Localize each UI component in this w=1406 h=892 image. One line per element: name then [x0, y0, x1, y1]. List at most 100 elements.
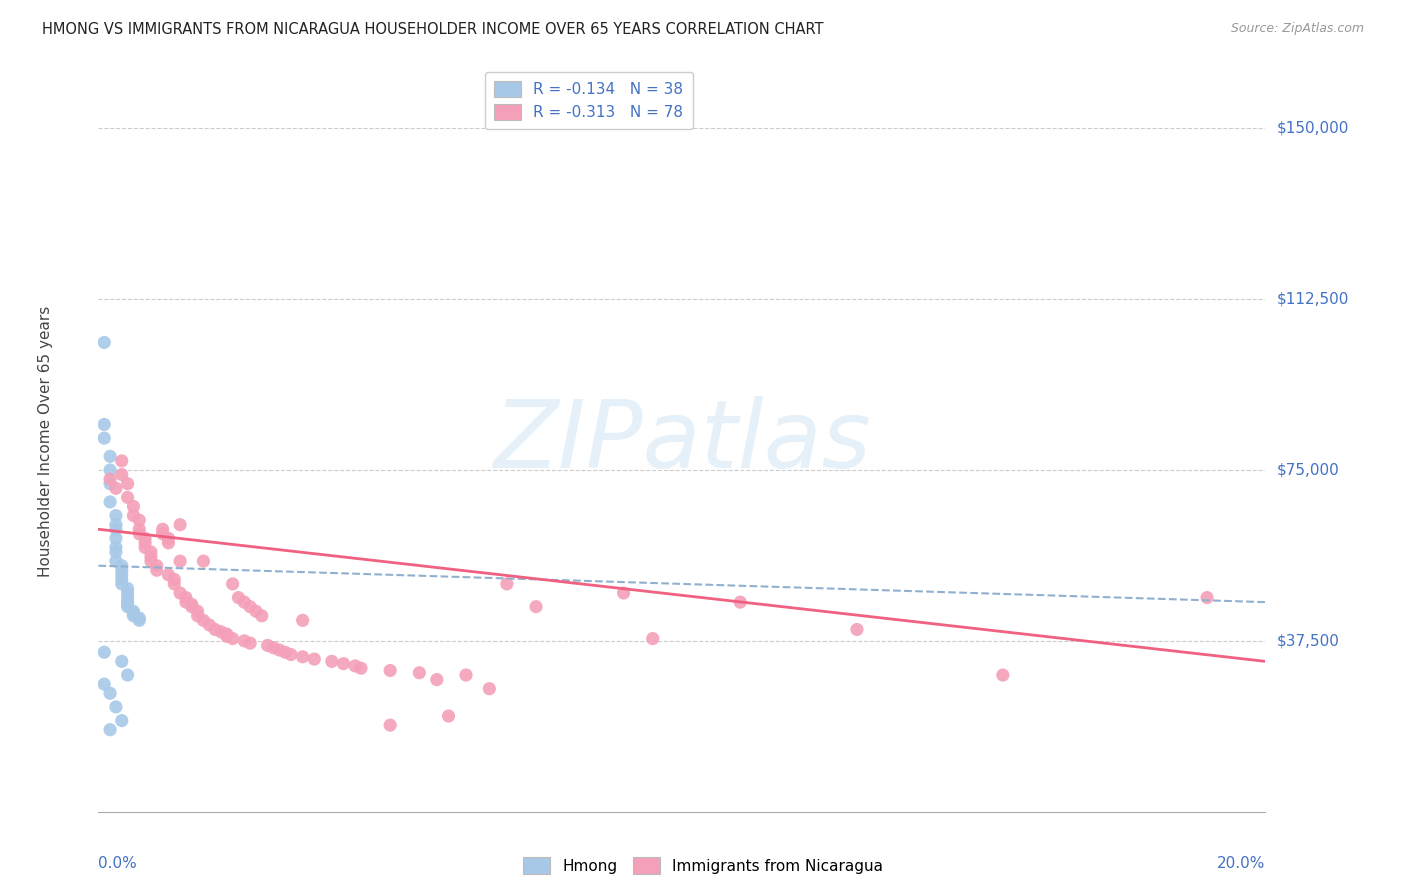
Point	[117, 582, 139, 596]
Point	[122, 607, 145, 621]
Point	[122, 608, 145, 623]
Point	[98, 686, 121, 700]
Point	[104, 522, 127, 536]
Point	[111, 563, 134, 577]
Point	[380, 664, 402, 678]
Point	[250, 608, 273, 623]
Point	[128, 513, 150, 527]
Point	[612, 586, 634, 600]
Point	[117, 598, 139, 612]
Point	[180, 599, 202, 614]
Point	[304, 652, 326, 666]
Legend: R = -0.134   N = 38, R = -0.313   N = 78: R = -0.134 N = 38, R = -0.313 N = 78	[485, 71, 693, 129]
Point	[321, 654, 343, 668]
Point	[152, 522, 174, 536]
Legend: Hmong, Immigrants from Nicaragua: Hmong, Immigrants from Nicaragua	[516, 851, 890, 880]
Point	[233, 595, 256, 609]
Text: 20.0%: 20.0%	[1218, 856, 1265, 871]
Point	[332, 657, 354, 671]
Point	[437, 709, 460, 723]
Text: 0.0%: 0.0%	[98, 856, 138, 871]
Point	[157, 532, 180, 546]
Point	[111, 654, 134, 668]
Text: $75,000: $75,000	[1277, 463, 1340, 477]
Point	[93, 431, 115, 445]
Point	[262, 640, 284, 655]
Point	[128, 611, 150, 625]
Point	[139, 545, 162, 559]
Point	[139, 549, 162, 564]
Point	[408, 665, 430, 680]
Point	[239, 599, 262, 614]
Point	[134, 536, 156, 550]
Point	[157, 536, 180, 550]
Point	[187, 608, 209, 623]
Point	[117, 668, 139, 682]
Point	[117, 586, 139, 600]
Point	[380, 718, 402, 732]
Point	[98, 450, 121, 464]
Point	[454, 668, 477, 682]
Point	[98, 472, 121, 486]
Point	[98, 723, 121, 737]
Point	[204, 623, 226, 637]
Point	[245, 604, 267, 618]
Point	[163, 577, 186, 591]
Point	[122, 500, 145, 514]
Point	[269, 643, 291, 657]
Point	[496, 577, 519, 591]
Point	[1195, 591, 1218, 605]
Point	[291, 649, 314, 664]
Point	[198, 618, 221, 632]
Point	[128, 526, 150, 541]
Point	[524, 599, 547, 614]
Point	[117, 476, 139, 491]
Point	[641, 632, 664, 646]
Point	[233, 633, 256, 648]
Point	[111, 577, 134, 591]
Point	[169, 586, 191, 600]
Point	[291, 613, 314, 627]
Point	[239, 636, 262, 650]
Point	[350, 661, 373, 675]
Point	[174, 591, 197, 605]
Point	[344, 659, 367, 673]
Point	[98, 463, 121, 477]
Point	[280, 648, 302, 662]
Point	[117, 595, 139, 609]
Point	[169, 554, 191, 568]
Point	[104, 532, 127, 546]
Text: Source: ZipAtlas.com: Source: ZipAtlas.com	[1230, 22, 1364, 36]
Point	[209, 624, 232, 639]
Point	[98, 476, 121, 491]
Point	[93, 645, 115, 659]
Point	[122, 508, 145, 523]
Point	[93, 677, 115, 691]
Point	[169, 517, 191, 532]
Point	[193, 613, 215, 627]
Point	[846, 623, 869, 637]
Point	[215, 629, 238, 643]
Point	[111, 454, 134, 468]
Point	[146, 558, 169, 573]
Point	[111, 714, 134, 728]
Text: $150,000: $150,000	[1277, 120, 1348, 136]
Point	[146, 563, 169, 577]
Point	[221, 577, 243, 591]
Point	[111, 573, 134, 587]
Text: $37,500: $37,500	[1277, 633, 1340, 648]
Point	[111, 467, 134, 482]
Point	[104, 517, 127, 532]
Point	[104, 481, 127, 495]
Point	[478, 681, 501, 696]
Point	[104, 554, 127, 568]
Point	[128, 613, 150, 627]
Point	[228, 591, 250, 605]
Point	[730, 595, 752, 609]
Point	[991, 668, 1014, 682]
Point	[104, 541, 127, 555]
Point	[256, 639, 278, 653]
Point	[221, 632, 243, 646]
Point	[117, 591, 139, 605]
Point	[152, 526, 174, 541]
